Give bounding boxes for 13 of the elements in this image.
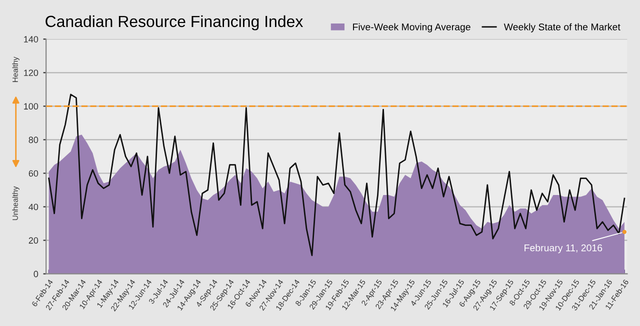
- line-series: [48, 94, 626, 256]
- y-tick-label: 0: [34, 270, 38, 278]
- y-tick-label: 80: [28, 136, 38, 144]
- legend-label: Weekly State of the Market: [504, 23, 620, 32]
- legend-label: Five-Week Moving Average: [353, 23, 470, 32]
- y-tick-label: 20: [28, 237, 38, 244]
- y-tick-label: 100: [24, 103, 38, 110]
- y-tick-label: 120: [24, 70, 38, 76]
- y-tick-label: 140: [24, 36, 38, 42]
- chart-title: Canadian Resource Financing Index: [46, 15, 304, 30]
- annotation: February 11, 2016: [524, 244, 602, 254]
- y-tick-label: 60: [28, 170, 38, 177]
- y-tick-label: 40: [28, 204, 38, 210]
